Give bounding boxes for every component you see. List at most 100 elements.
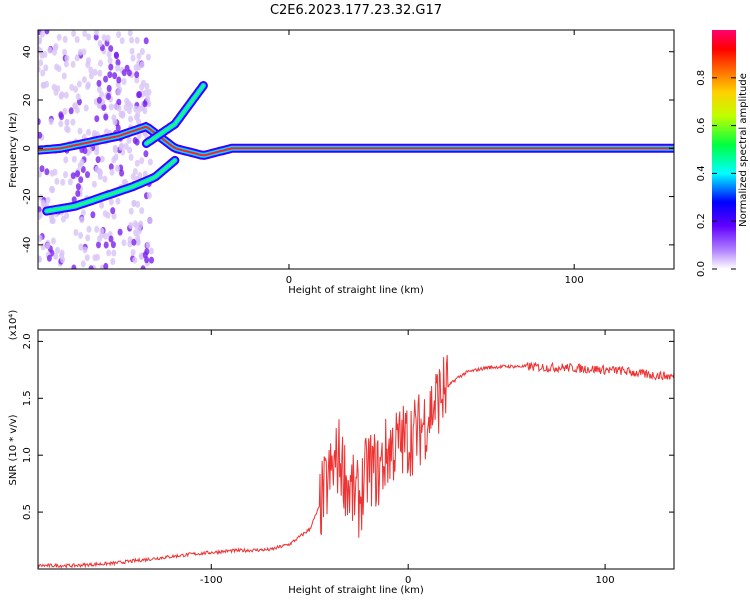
- noise-speckle: [139, 61, 145, 69]
- noise-speckle: [134, 76, 140, 84]
- noise-speckle: [92, 254, 98, 262]
- noise-speckle: [60, 178, 66, 186]
- noise-speckle: [61, 72, 67, 80]
- noise-speckle: [128, 153, 134, 161]
- noise-speckle: [115, 64, 121, 72]
- noise-speckle: [126, 69, 132, 77]
- noise-speckle: [70, 118, 76, 126]
- noise-speckle: [45, 196, 51, 204]
- noise-speckle: [62, 107, 68, 115]
- noise-speckle: [65, 126, 71, 134]
- noise-speckle: [134, 36, 140, 44]
- noise-speckle: [82, 147, 88, 155]
- figure-title: C2E6.2023.177.23.32.G17: [270, 3, 442, 18]
- colorbar-tick-label: 0.2: [696, 213, 707, 229]
- noise-speckle: [127, 146, 133, 154]
- noise-speckle: [92, 129, 97, 137]
- noise-speckle: [129, 36, 135, 44]
- noise-speckle: [56, 33, 62, 41]
- noise-speckle: [39, 165, 45, 173]
- noise-speckle: [115, 197, 121, 205]
- noise-speckle: [77, 127, 83, 135]
- noise-speckle: [137, 172, 143, 179]
- noise-speckle: [38, 255, 43, 263]
- noise-speckle: [108, 103, 114, 111]
- noise-speckle: [102, 175, 108, 183]
- noise-speckle: [94, 148, 100, 156]
- feature-core: [38, 125, 674, 157]
- noise-speckle: [75, 183, 81, 191]
- noise-speckle: [106, 84, 112, 92]
- y-tick-label: 40: [22, 45, 33, 58]
- noise-speckle: [103, 232, 109, 240]
- noise-speckle: [142, 100, 148, 108]
- snr-axes: -100 0 100 0.5 1.0 1.5 2.0: [22, 330, 674, 586]
- noise-speckle: [133, 64, 139, 72]
- noise-speckle: [112, 118, 118, 126]
- snr-panel: -100 0 100 0.5 1.0 1.5 2.0 Height of straight …: [8, 310, 675, 596]
- snr-frame: [37, 329, 675, 570]
- noise-speckle: [84, 254, 90, 262]
- noise-speckle: [53, 88, 59, 96]
- noise-speckle: [50, 237, 56, 245]
- noise-speckle: [132, 220, 138, 228]
- noise-speckle: [44, 168, 50, 176]
- y-tick-label: 1.5: [22, 390, 33, 406]
- colorbar-gradient: [712, 30, 736, 269]
- noise-speckle: [145, 53, 151, 61]
- noise-speckle: [72, 102, 78, 110]
- noise-speckle: [56, 65, 62, 73]
- noise-speckle: [53, 252, 59, 260]
- noise-speckle: [128, 115, 134, 123]
- noise-speckle: [139, 207, 145, 215]
- noise-speckle: [63, 60, 69, 68]
- noise-speckle: [116, 76, 122, 84]
- noise-speckle: [139, 157, 145, 165]
- noise-speckle: [75, 93, 81, 101]
- noise-speckle: [135, 111, 141, 119]
- noise-speckle: [82, 246, 88, 254]
- noise-speckle: [70, 60, 76, 68]
- y-tick-label: 1.0: [22, 447, 33, 463]
- noise-speckle: [142, 170, 148, 178]
- noise-speckle: [108, 63, 114, 71]
- noise-speckle: [85, 83, 91, 90]
- noise-speckle: [40, 69, 46, 77]
- noise-speckle: [133, 229, 139, 237]
- noise-speckle: [80, 260, 86, 268]
- noise-speckle: [63, 91, 69, 99]
- noise-speckle: [133, 105, 139, 113]
- noise-speckle: [105, 34, 111, 42]
- noise-speckle: [44, 30, 50, 35]
- y-tick-label: 0: [22, 145, 33, 151]
- noise-speckle: [146, 191, 152, 199]
- noise-speckle: [134, 159, 140, 167]
- noise-speckle: [137, 91, 142, 98]
- noise-speckle: [118, 143, 124, 151]
- noise-speckle: [119, 37, 125, 45]
- y-tick-label: -40: [22, 237, 33, 253]
- noise-speckle: [95, 156, 101, 164]
- noise-speckle: [106, 93, 111, 100]
- noise-speckle: [49, 185, 54, 193]
- noise-speckle: [145, 241, 151, 249]
- noise-speckle: [111, 156, 117, 164]
- spectrogram-frame: [37, 29, 675, 270]
- noise-speckle: [110, 241, 116, 249]
- noise-speckle: [53, 43, 59, 51]
- spectrogram-marks: [38, 30, 674, 269]
- noise-speckle: [92, 68, 98, 76]
- noise-speckle: [136, 227, 142, 235]
- noise-speckle: [119, 169, 125, 177]
- colorbar-tick-label: 0.6: [696, 118, 707, 134]
- noise-speckle: [47, 46, 53, 54]
- noise-speckle: [101, 34, 107, 42]
- noise-speckle: [73, 85, 79, 93]
- noise-speckle: [80, 209, 86, 217]
- noise-speckle: [126, 136, 132, 144]
- noise-speckle: [62, 48, 68, 56]
- noise-speckle: [147, 217, 153, 225]
- noise-speckle: [38, 118, 41, 126]
- y-tick-label: -20: [22, 188, 33, 204]
- noise-speckle: [58, 120, 64, 128]
